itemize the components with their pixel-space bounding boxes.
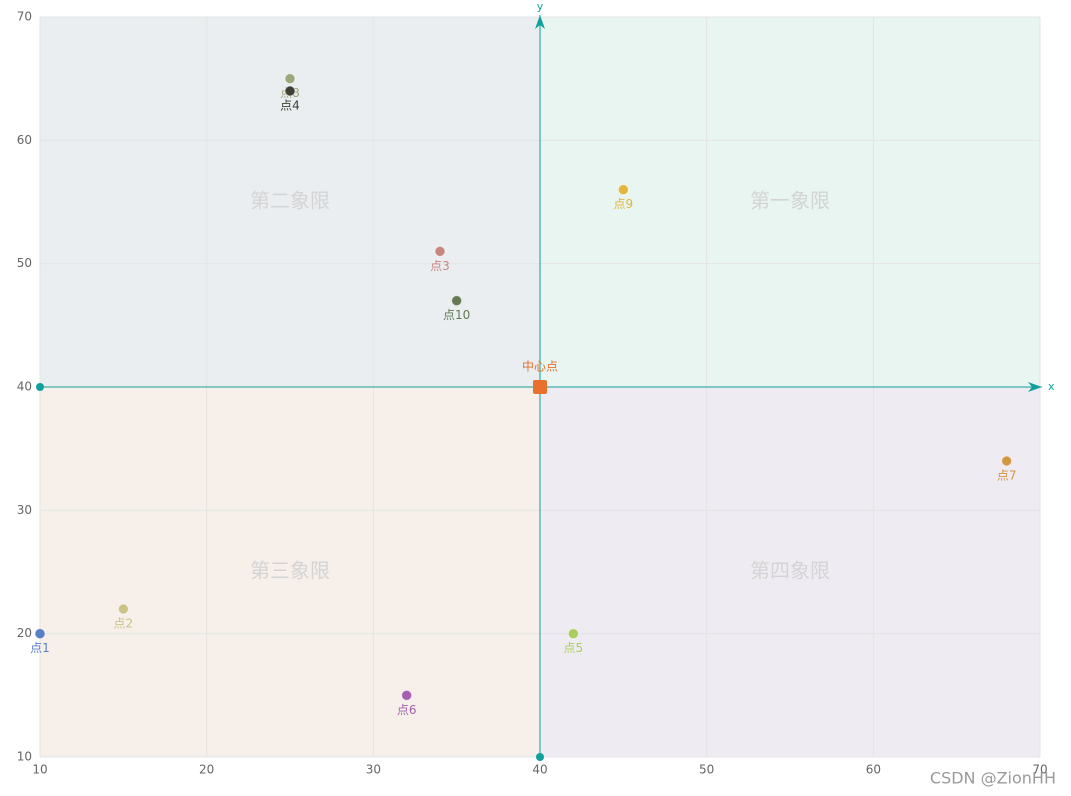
point-label: 点2 [114, 617, 134, 631]
point-label: 点6 [397, 703, 417, 717]
quadrant-label: 第三象限 [250, 559, 330, 583]
point-label: 点9 [614, 197, 634, 211]
point-label: 点7 [997, 469, 1017, 483]
point [434, 245, 446, 257]
point-label: 点10 [443, 308, 470, 322]
point [401, 689, 413, 701]
point-label: 点3 [430, 259, 450, 273]
point [117, 603, 129, 615]
y-tick-label: 40 [17, 380, 32, 394]
point [1001, 455, 1013, 467]
x-tick-label: 40 [532, 763, 547, 777]
quadrant [540, 17, 1040, 387]
x-tick-label: 50 [699, 763, 714, 777]
y-tick-label: 60 [17, 133, 32, 147]
x-axis-label: x [1048, 380, 1055, 393]
point [34, 628, 46, 640]
point-label: 点4 [280, 99, 300, 113]
axis-start [536, 753, 544, 761]
y-axis-label: y [537, 0, 544, 13]
quadrant-label: 第四象限 [750, 559, 830, 583]
x-tick-label: 30 [366, 763, 381, 777]
point [567, 628, 579, 640]
x-tick-label: 10 [32, 763, 47, 777]
point [617, 184, 629, 196]
y-arrow [535, 15, 545, 29]
quadrant [540, 387, 1040, 757]
quadrant-label: 第一象限 [750, 189, 830, 213]
x-tick-label: 20 [199, 763, 214, 777]
quadrant [40, 387, 540, 757]
y-tick-label: 10 [17, 750, 32, 764]
center-label: 中心点 [522, 359, 558, 374]
point [284, 73, 296, 85]
point [451, 295, 463, 307]
y-tick-label: 70 [17, 10, 32, 24]
quadrant-label: 第二象限 [250, 189, 330, 213]
y-tick-label: 20 [17, 626, 32, 640]
axis-start [36, 383, 44, 391]
point [284, 85, 296, 97]
x-arrow [1028, 382, 1042, 392]
x-tick-label: 60 [866, 763, 881, 777]
point-label: 点5 [564, 641, 584, 655]
y-tick-label: 30 [17, 503, 32, 517]
y-tick-label: 50 [17, 256, 32, 270]
center-point [533, 380, 547, 394]
watermark: CSDN @ZionHH [930, 769, 1056, 788]
x-tick-label: 70 [1032, 763, 1047, 777]
point-label: 点1 [30, 641, 50, 655]
